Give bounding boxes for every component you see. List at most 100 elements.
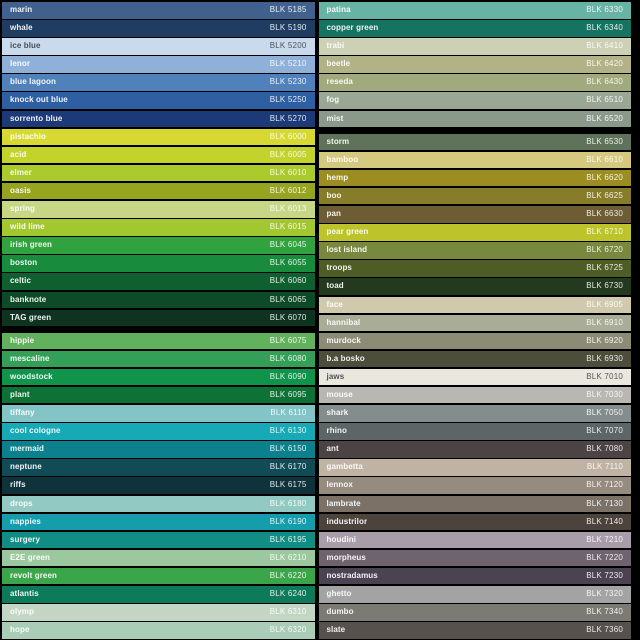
color-name: nostradamus bbox=[326, 570, 378, 580]
color-code: BLK 6510 bbox=[586, 95, 623, 105]
color-name: wild lime bbox=[10, 222, 45, 232]
color-code: BLK 6725 bbox=[586, 263, 623, 273]
color-name: hemp bbox=[326, 172, 349, 182]
swatch-row: lenor BLK 5210 bbox=[2, 56, 315, 73]
color-name: surgery bbox=[10, 534, 41, 544]
color-code: BLK 6005 bbox=[269, 149, 307, 159]
swatch-row: ice blue BLK 5200 bbox=[2, 38, 315, 55]
color-name: atlantis bbox=[10, 589, 39, 598]
color-name: drops bbox=[10, 498, 33, 508]
color-code: BLK 6430 bbox=[586, 77, 623, 87]
swatch-row: celtic BLK 6060 bbox=[2, 273, 315, 290]
swatch-row: pan BLK 6630 bbox=[318, 206, 631, 223]
swatch-row: plant BLK 6095 bbox=[2, 386, 315, 404]
color-name: industrilor bbox=[326, 516, 368, 526]
swatch-row: lost island BLK 6720 bbox=[318, 242, 631, 259]
swatch-row: neptune BLK 6170 bbox=[2, 459, 315, 476]
swatch-row: nappies BLK 6190 bbox=[2, 513, 315, 531]
swatch-row: banknote BLK 6065 bbox=[2, 291, 315, 308]
color-code: BLK 6720 bbox=[586, 245, 623, 255]
color-code: BLK 7210 bbox=[586, 534, 623, 544]
swatch-row: surgery BLK 6195 bbox=[2, 531, 315, 549]
color-code: BLK 6210 bbox=[269, 552, 307, 562]
swatch-row: industrilor BLK 7140 bbox=[318, 513, 631, 531]
color-name: mist bbox=[326, 113, 344, 123]
color-code: BLK 7070 bbox=[586, 426, 623, 436]
color-code: BLK 6065 bbox=[269, 294, 307, 304]
swatch-row: whale BLK 5190 bbox=[2, 20, 315, 37]
color-code: BLK 6310 bbox=[269, 607, 307, 617]
color-code: BLK 6420 bbox=[586, 59, 623, 69]
swatch-row: hannibal BLK 6910 bbox=[318, 314, 631, 332]
color-name: ice blue bbox=[10, 41, 41, 51]
swatch-row: toad BLK 6730 bbox=[318, 278, 631, 295]
swatch-row: face BLK 6905 bbox=[318, 296, 631, 313]
color-name: whale bbox=[10, 23, 33, 33]
swatch-row: riffs BLK 6175 bbox=[2, 477, 315, 494]
color-name: hope bbox=[10, 625, 30, 635]
swatch-row: copper green BLK 6340 bbox=[318, 20, 631, 37]
color-code: BLK 6240 bbox=[269, 589, 307, 598]
swatch-row: dumbo BLK 7340 bbox=[318, 604, 631, 621]
color-name: beetle bbox=[326, 59, 351, 69]
color-code: BLK 6175 bbox=[269, 480, 307, 490]
color-code: BLK 7030 bbox=[586, 389, 623, 399]
color-name: nappies bbox=[10, 516, 41, 526]
swatch-row: TAG green BLK 6070 bbox=[2, 309, 315, 327]
color-name: E2E green bbox=[10, 552, 51, 562]
color-code: BLK 6060 bbox=[269, 276, 307, 286]
color-name: sorrento blue bbox=[10, 113, 63, 123]
swatch-row: nostradamus BLK 7230 bbox=[318, 567, 631, 585]
color-code: BLK 6045 bbox=[269, 240, 307, 250]
color-name: cool cologne bbox=[10, 426, 61, 436]
swatch-row: b.a bosko BLK 6930 bbox=[318, 350, 631, 368]
swatch-row: hemp BLK 6620 bbox=[318, 169, 631, 187]
color-name: houdini bbox=[326, 534, 357, 544]
color-code: BLK 6520 bbox=[586, 113, 623, 123]
color-name: pan bbox=[326, 209, 342, 219]
swatch-row: oasis BLK 6012 bbox=[2, 182, 315, 200]
color-name: plant bbox=[10, 389, 30, 399]
color-code: BLK 5185 bbox=[269, 5, 307, 14]
swatch-row: mescaline BLK 6080 bbox=[2, 350, 315, 368]
color-code: BLK 6905 bbox=[586, 299, 623, 309]
swatch-row: drops BLK 6180 bbox=[2, 495, 315, 513]
color-code: BLK 6110 bbox=[270, 408, 307, 418]
color-code: BLK 6220 bbox=[269, 570, 307, 580]
swatch-row: mouse BLK 7030 bbox=[318, 386, 631, 404]
color-name: ghetto bbox=[326, 589, 352, 598]
swatch-row: jaws BLK 7010 bbox=[318, 368, 631, 386]
swatch-row: mist BLK 6520 bbox=[318, 110, 631, 128]
color-code: BLK 6330 bbox=[586, 5, 623, 14]
color-code: BLK 6920 bbox=[586, 335, 623, 345]
color-name: lost island bbox=[326, 245, 368, 255]
color-name: morpheus bbox=[326, 552, 366, 562]
color-code: BLK 7050 bbox=[586, 408, 623, 418]
swatch-row: patina BLK 6330 bbox=[318, 2, 631, 19]
swatch-row: tiffany BLK 6110 bbox=[2, 405, 315, 422]
swatch-row: wild lime BLK 6015 bbox=[2, 219, 315, 236]
color-name: boston bbox=[10, 258, 38, 268]
color-name: oasis bbox=[10, 185, 31, 195]
color-code: BLK 6075 bbox=[269, 335, 307, 345]
swatch-row: beetle BLK 6420 bbox=[318, 56, 631, 73]
swatch-row: ant BLK 7080 bbox=[318, 441, 631, 458]
swatch-row: lennox BLK 7120 bbox=[318, 477, 631, 494]
color-code: BLK 6630 bbox=[586, 209, 623, 219]
color-name: trabi bbox=[326, 41, 345, 51]
swatch-row: ghetto BLK 7320 bbox=[318, 586, 631, 603]
color-name: troops bbox=[326, 263, 352, 273]
left-column: marin BLK 5185 whale BLK 5190 ice blue B… bbox=[2, 2, 315, 640]
color-code: BLK 7230 bbox=[586, 570, 623, 580]
color-name: lennox bbox=[326, 480, 353, 490]
color-name: TAG green bbox=[10, 312, 52, 322]
swatch-row: houdini BLK 7210 bbox=[318, 531, 631, 549]
color-code: BLK 5210 bbox=[269, 59, 307, 69]
color-code: BLK 7110 bbox=[586, 462, 623, 472]
swatch-row: mermaid BLK 6150 bbox=[2, 441, 315, 458]
color-code: BLK 6730 bbox=[586, 281, 623, 291]
color-code: BLK 7130 bbox=[586, 498, 623, 508]
color-code: BLK 5230 bbox=[269, 77, 307, 87]
color-name: ant bbox=[326, 444, 339, 454]
color-name: irish green bbox=[10, 240, 53, 250]
